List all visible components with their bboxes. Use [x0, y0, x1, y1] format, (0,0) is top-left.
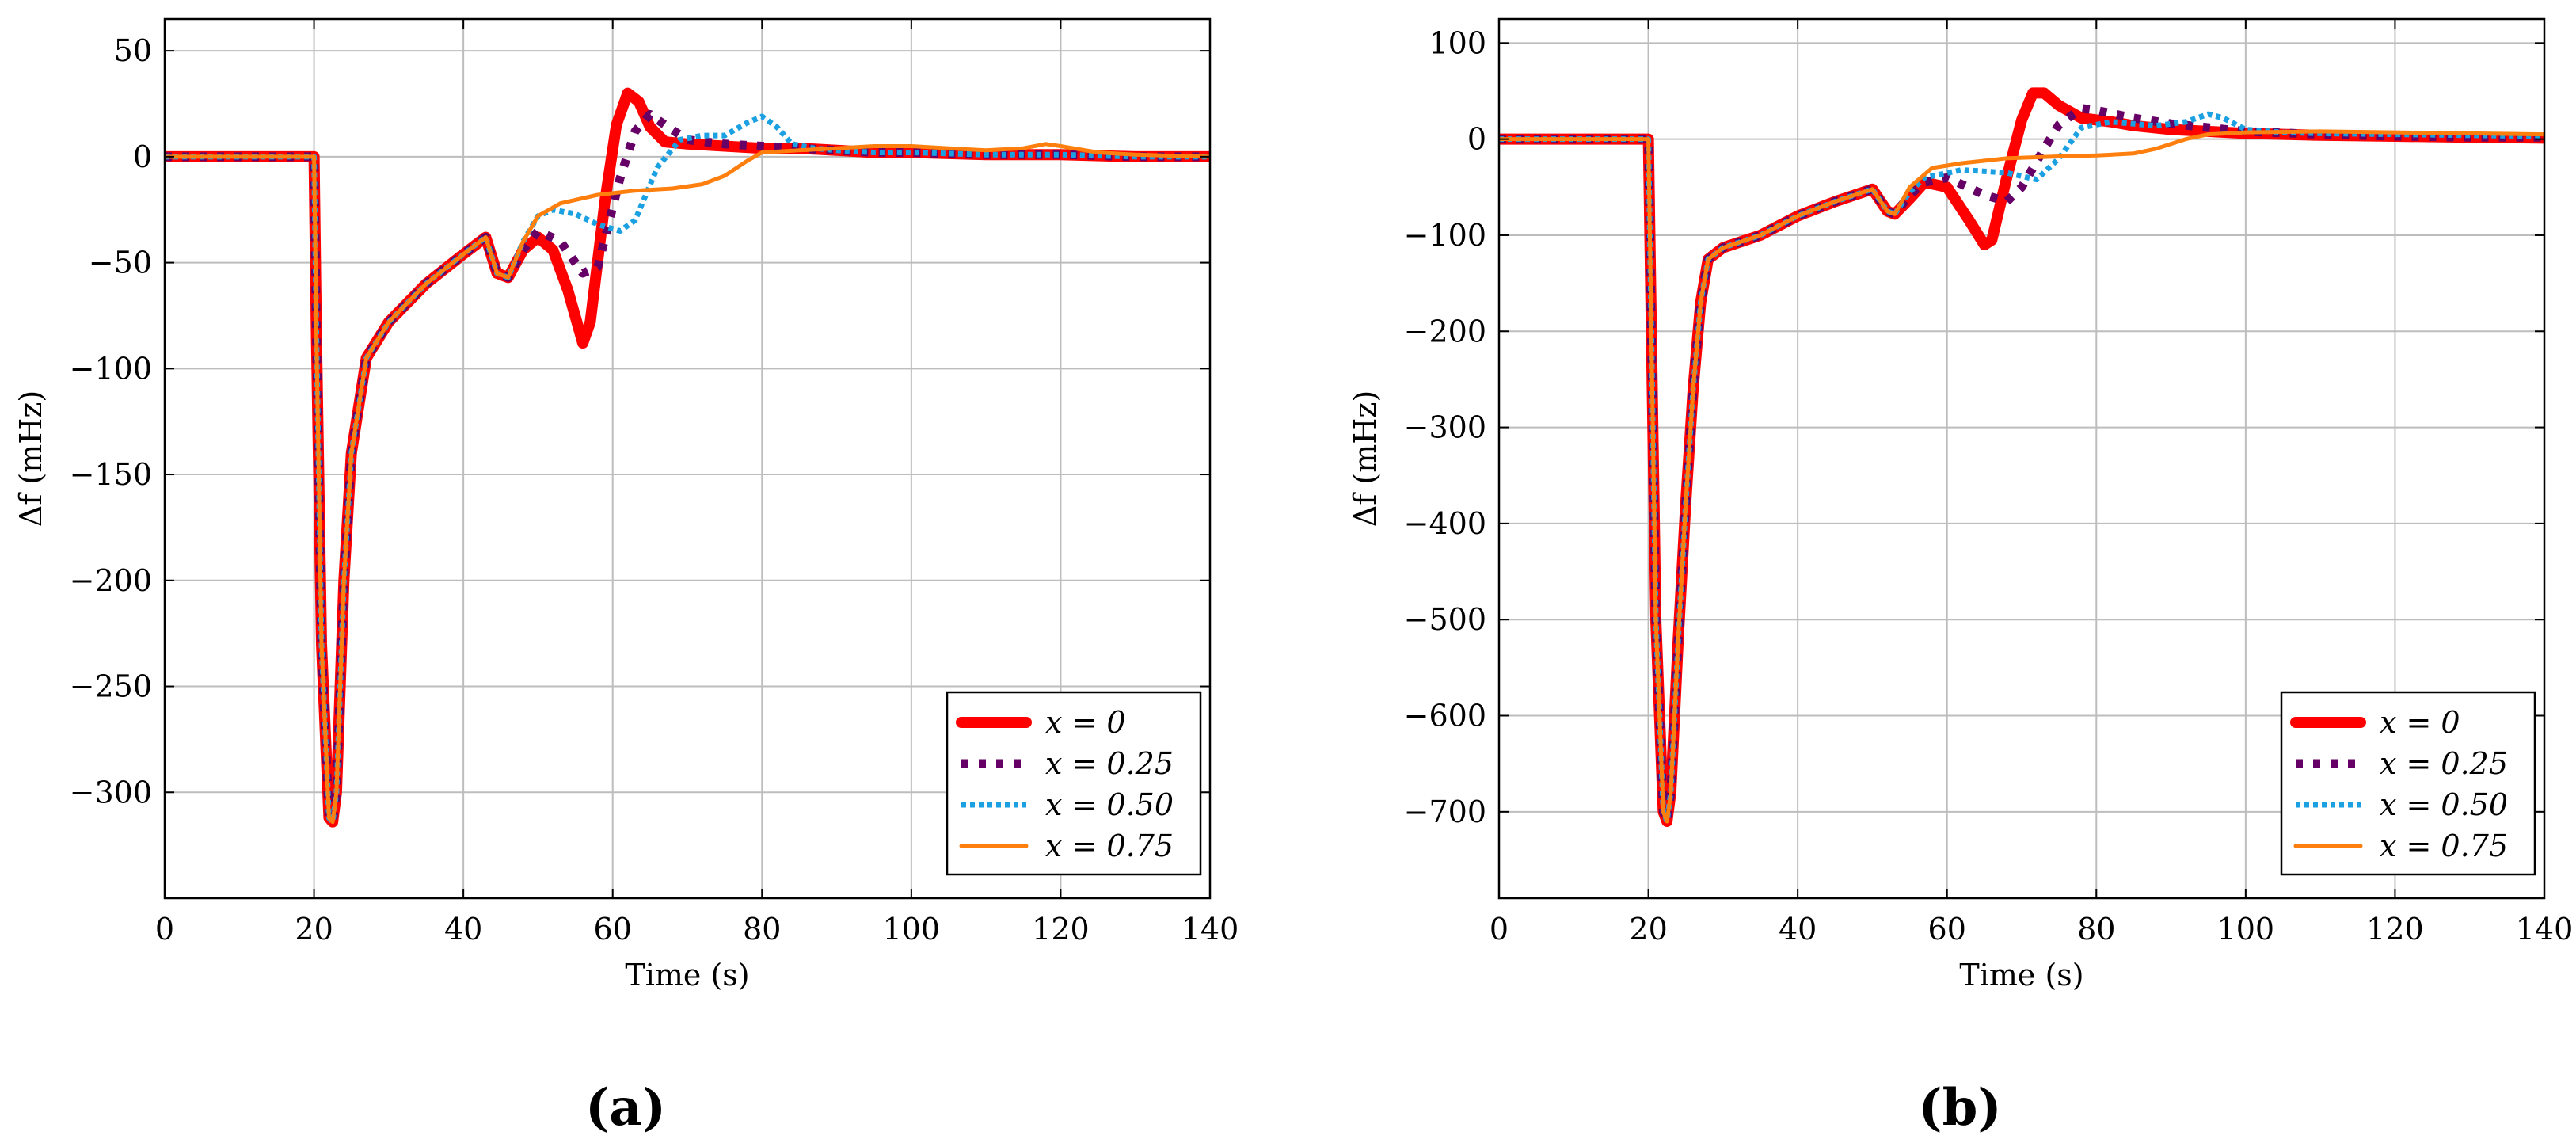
plot-frame: [163, 17, 1212, 900]
x-tick-label: 100: [883, 912, 941, 947]
x-tick-label: 80: [2077, 912, 2115, 947]
y-tick-label: −50: [89, 246, 152, 280]
x-tick-label: 60: [1928, 912, 1966, 947]
panel-label: (a): [585, 1078, 666, 1137]
y-tick-label: 0: [133, 139, 152, 174]
x-tick-label: 20: [295, 912, 333, 947]
y-tick-label: −600: [1404, 699, 1486, 733]
x-tick-label: 140: [1181, 912, 1239, 947]
y-tick-label: −700: [1404, 794, 1486, 829]
legend-label-3: x = 0.75: [1045, 829, 1174, 863]
y-tick-label: −300: [70, 775, 152, 810]
series-line-3: [1499, 129, 2544, 824]
legend-label-2: x = 0.50: [2380, 787, 2508, 822]
x-axis-label: Time (s): [625, 958, 749, 993]
x-tick-label: 140: [2516, 912, 2574, 947]
y-tick-label: −250: [70, 669, 152, 704]
y-tick-label: −200: [1404, 314, 1486, 349]
legend: x = 0 x = 0.25 x = 0.50 x = 0.75: [2280, 691, 2536, 876]
x-tick-label: 40: [1779, 912, 1817, 947]
y-tick-label: −300: [1404, 410, 1486, 445]
x-tick-label: 80: [743, 912, 781, 947]
y-tick-label: −100: [70, 351, 152, 386]
y-tick-label: 100: [1429, 25, 1486, 60]
x-tick-label: 120: [1032, 912, 1090, 947]
y-tick-label: 50: [114, 33, 152, 68]
x-tick-label: 0: [155, 912, 174, 947]
x-tick-label: 120: [2366, 912, 2424, 947]
y-tick-label: −100: [1404, 218, 1486, 253]
y-tick-label: 0: [1467, 122, 1486, 157]
series-line-1: [1499, 104, 2544, 826]
x-tick-label: 60: [594, 912, 632, 947]
x-axis-label: Time (s): [1959, 958, 2083, 993]
legend: x = 0 x = 0.25 x = 0.50 x = 0.75: [946, 691, 1202, 876]
y-tick-label: −500: [1404, 602, 1486, 637]
legend-label-2: x = 0.50: [1045, 787, 1174, 822]
x-tick-label: 40: [444, 912, 482, 947]
x-tick-label: 0: [1490, 912, 1509, 947]
chart-panel-a: 0 20 40 60 80 100 120 140 50 0 −50 −100 −150 −200 −250…: [13, 17, 1239, 1137]
panel-label: (b): [1918, 1078, 2001, 1137]
legend-label-0: x = 0: [2380, 705, 2460, 740]
plot-frame: [1497, 17, 2546, 900]
chart-panel-b: 0 20 40 60 80 100 120 140 100 0 −100 −200 −300 −400 −5…: [1348, 17, 2574, 1137]
x-tick-label: 20: [1629, 912, 1667, 947]
y-tick-label: −150: [70, 457, 152, 492]
y-axis-label: Δf (mHz): [1348, 391, 1383, 527]
series-line-3: [165, 142, 1210, 825]
x-tick-label: 100: [2217, 912, 2275, 947]
y-tick-label: −400: [1404, 506, 1486, 541]
legend-label-0: x = 0: [1045, 705, 1126, 740]
y-axis-label: Δf (mHz): [13, 391, 48, 527]
legend-label-3: x = 0.75: [2380, 829, 2508, 863]
y-tick-label: −200: [70, 563, 152, 598]
legend-label-1: x = 0.25: [1045, 746, 1174, 781]
legend-label-1: x = 0.25: [2380, 746, 2508, 781]
